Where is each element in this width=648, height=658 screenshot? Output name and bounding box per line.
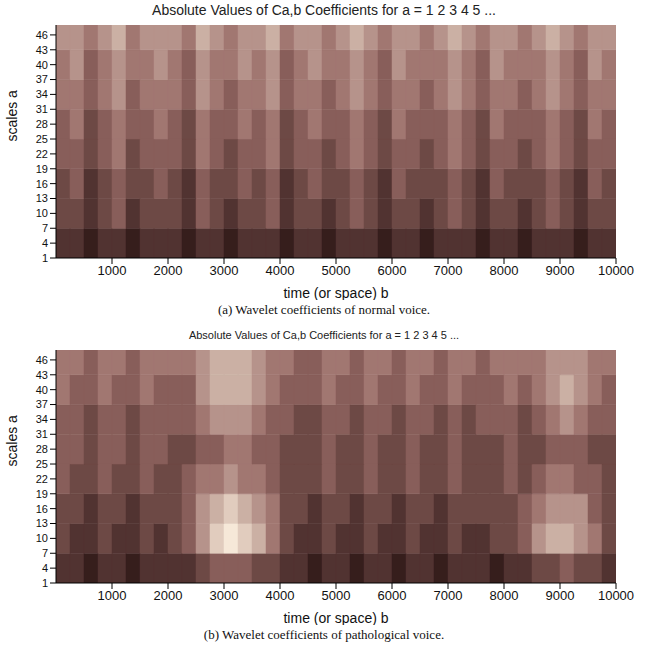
svg-text:10000: 10000 <box>598 263 634 278</box>
html-text:(b) Wavelet coefficients of pa: (b) Wavelet coefficients of pathological… <box>203 627 445 642</box>
svg-text:5000: 5000 <box>322 588 351 603</box>
svg-text:2000: 2000 <box>154 263 183 278</box>
svg-text:scales a: scales a <box>4 415 20 467</box>
svg-text:46: 46 <box>36 354 48 366</box>
svg-text:4000: 4000 <box>266 588 295 603</box>
svg-text:40: 40 <box>36 59 48 71</box>
svg-text:scales a: scales a <box>4 90 20 142</box>
svg-text:19: 19 <box>36 163 48 175</box>
svg-text:34: 34 <box>36 413 48 425</box>
svg-text:37: 37 <box>36 398 48 410</box>
svg-text:25: 25 <box>36 133 48 145</box>
svg-text:9000: 9000 <box>546 263 575 278</box>
svg-text:28: 28 <box>36 118 48 130</box>
svg-text:7: 7 <box>42 547 48 559</box>
svg-text:22: 22 <box>36 473 48 485</box>
svg-text:46: 46 <box>36 29 48 41</box>
svg-text:13: 13 <box>36 192 48 204</box>
svg-text:7000: 7000 <box>434 263 463 278</box>
svg-text:28: 28 <box>36 443 48 455</box>
svg-text:5000: 5000 <box>322 263 351 278</box>
svg-text:3000: 3000 <box>210 263 239 278</box>
svg-text:34: 34 <box>36 88 48 100</box>
svg-text:25: 25 <box>36 458 48 470</box>
html-text:Absolute Values of Ca,b Coeffi: Absolute Values of Ca,b Coefficients for… <box>188 329 460 341</box>
svg-text:16: 16 <box>36 503 48 515</box>
svg-text:31: 31 <box>36 103 48 115</box>
svg-text:time (or space) b: time (or space) b <box>283 285 388 300</box>
svg-text:1000: 1000 <box>98 588 127 603</box>
svg-text:4: 4 <box>42 562 48 574</box>
svg-text:2000: 2000 <box>154 588 183 603</box>
svg-text:13: 13 <box>36 517 48 529</box>
svg-text:43: 43 <box>36 369 48 381</box>
svg-text:6000: 6000 <box>378 588 407 603</box>
svg-text:31: 31 <box>36 428 48 440</box>
svg-text:7: 7 <box>42 222 48 234</box>
html-text:Absolute Values of Ca,b Coeffi: Absolute Values of Ca,b Coefficients for… <box>152 2 496 18</box>
svg-text:3000: 3000 <box>210 588 239 603</box>
svg-text:43: 43 <box>36 44 48 56</box>
svg-text:1000: 1000 <box>98 263 127 278</box>
svg-text:9000: 9000 <box>546 588 575 603</box>
svg-text:40: 40 <box>36 384 48 396</box>
svg-text:1: 1 <box>42 577 48 589</box>
svg-text:37: 37 <box>36 73 48 85</box>
svg-text:10: 10 <box>36 207 48 219</box>
svg-text:1: 1 <box>42 252 48 264</box>
svg-text:7000: 7000 <box>434 588 463 603</box>
svg-text:4: 4 <box>42 237 48 249</box>
html-text:(a) Wavelet coefficients of no: (a) Wavelet coefficients of normal voice… <box>217 302 431 317</box>
svg-text:4000: 4000 <box>266 263 295 278</box>
svg-text:6000: 6000 <box>378 263 407 278</box>
svg-text:8000: 8000 <box>490 263 519 278</box>
svg-text:16: 16 <box>36 178 48 190</box>
svg-text:22: 22 <box>36 148 48 160</box>
svg-text:10000: 10000 <box>598 588 634 603</box>
svg-text:19: 19 <box>36 488 48 500</box>
svg-text:time (or space) b: time (or space) b <box>283 610 388 625</box>
svg-text:10: 10 <box>36 532 48 544</box>
svg-text:8000: 8000 <box>490 588 519 603</box>
